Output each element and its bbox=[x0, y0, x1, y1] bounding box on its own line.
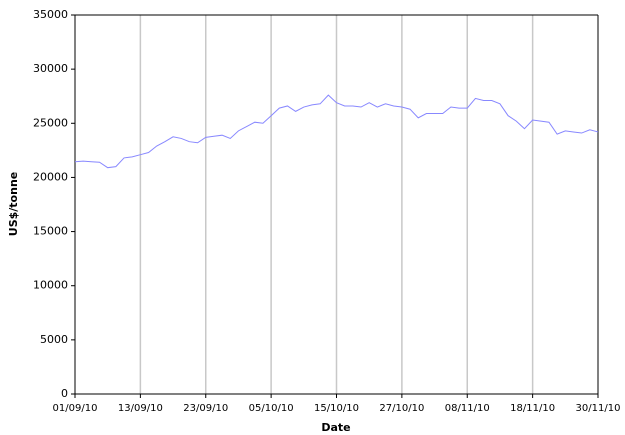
x-axis-title: Date bbox=[321, 421, 350, 434]
x-tick-label: 01/09/10 bbox=[53, 403, 98, 414]
x-tick-label: 23/09/10 bbox=[183, 403, 228, 414]
y-axis-title: US$/tonne bbox=[7, 172, 20, 236]
x-tick-label: 15/10/10 bbox=[314, 403, 359, 414]
y-tick-label: 25000 bbox=[33, 116, 68, 129]
y-tick-label: 5000 bbox=[40, 333, 68, 346]
x-tick-label: 27/10/10 bbox=[379, 403, 424, 414]
x-tick-label: 05/10/10 bbox=[249, 403, 294, 414]
y-tick-label: 20000 bbox=[33, 170, 68, 183]
price-line bbox=[74, 94, 599, 169]
y-tick-label: 30000 bbox=[33, 62, 68, 75]
x-tick-label: 08/11/10 bbox=[445, 403, 490, 414]
y-tick-label: 0 bbox=[61, 387, 68, 400]
y-tick-label: 10000 bbox=[33, 279, 68, 292]
x-tick-label: 13/09/10 bbox=[118, 403, 163, 414]
y-tick-label: 15000 bbox=[33, 225, 68, 238]
x-tick-label: 18/11/10 bbox=[510, 403, 555, 414]
y-tick-label: 35000 bbox=[33, 8, 68, 21]
x-tick-label: 30/11/10 bbox=[576, 403, 621, 414]
